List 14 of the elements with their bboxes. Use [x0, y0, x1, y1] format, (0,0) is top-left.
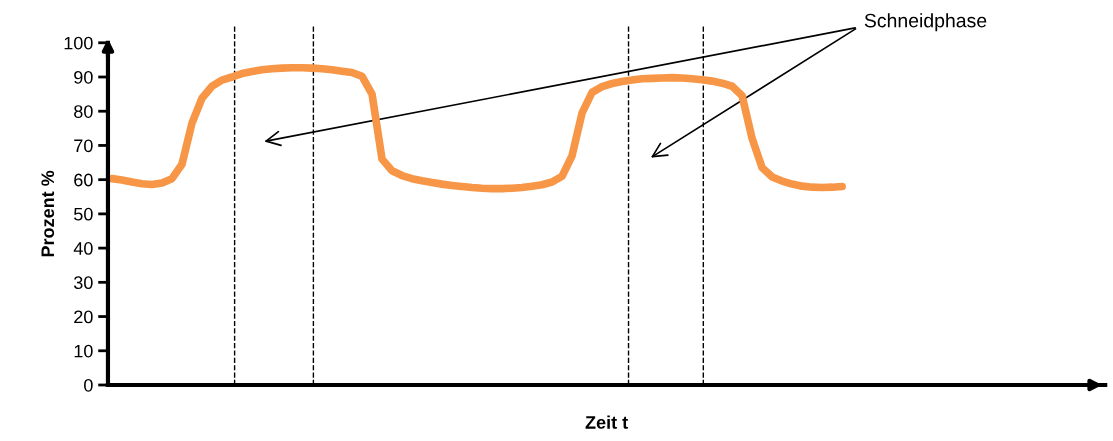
y-tick-label: 20 [74, 310, 93, 324]
y-tick-label: 90 [74, 70, 93, 84]
y-axis-title: Prozent % [41, 170, 55, 257]
y-tick-label: 10 [74, 344, 93, 358]
x-axis-title: Zeit t [585, 415, 628, 429]
y-tick-label: 40 [73, 242, 93, 255]
y-tick-label: 30 [73, 276, 93, 290]
y-tick-label: 100 [64, 36, 93, 50]
text: Schneidphase [864, 13, 987, 32]
y-tick-label: 0 [84, 378, 93, 392]
y-tick-label: 60 [74, 173, 93, 187]
y-tick-label: 50 [74, 207, 93, 221]
y-tick-label: 80 [74, 105, 93, 118]
y-tick-label: 70 [74, 139, 93, 153]
